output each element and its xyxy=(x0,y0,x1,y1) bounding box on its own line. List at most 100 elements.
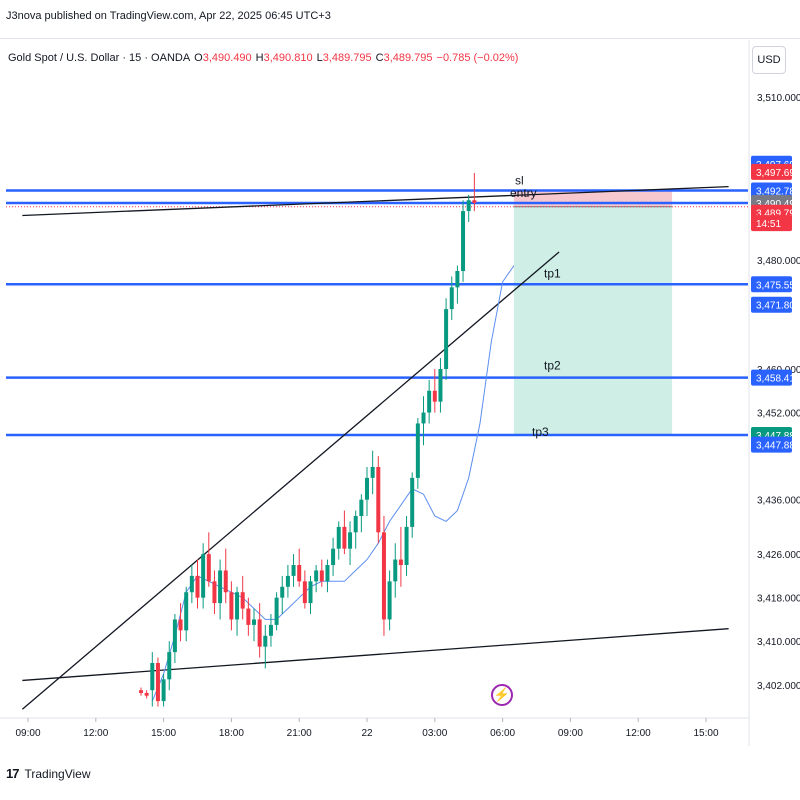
symbol-name[interactable]: Gold Spot / U.S. Dollar · 15 · OANDA xyxy=(8,52,191,64)
x-tick-label: 12:00 xyxy=(83,728,108,739)
candle-body xyxy=(387,581,392,620)
candle-body xyxy=(161,679,166,702)
candle-body xyxy=(359,499,364,516)
candle-body xyxy=(252,619,256,625)
price-tag-label: 3,447.880 xyxy=(756,441,800,452)
candle-body xyxy=(438,369,443,402)
candle-body xyxy=(331,548,336,565)
candle-body xyxy=(336,526,341,549)
trendline-2[interactable] xyxy=(21,251,560,710)
candle-body xyxy=(308,581,313,604)
x-tick-label: 22 xyxy=(361,728,373,739)
open-value: 3,490.490 xyxy=(202,52,252,64)
level-label-tp3: tp3 xyxy=(532,425,549,439)
candle-body xyxy=(291,565,296,576)
x-tick-label: 15:00 xyxy=(693,728,718,739)
x-tick-label: 09:00 xyxy=(15,728,40,739)
candle-body xyxy=(449,287,454,310)
candle-body xyxy=(415,423,420,478)
candle-body xyxy=(195,575,200,598)
candle-body xyxy=(370,467,375,478)
currency-button[interactable]: USD xyxy=(752,46,786,74)
y-tick-label: 3,480.000 xyxy=(757,256,800,267)
candle-body xyxy=(342,526,347,549)
candle-body xyxy=(376,467,381,533)
level-label-tp2: tp2 xyxy=(544,359,561,373)
moving-average-line xyxy=(151,265,515,702)
low-label: L xyxy=(316,52,323,64)
level-label-entry: entry xyxy=(510,186,537,200)
candle-body xyxy=(404,526,409,565)
candle-body xyxy=(155,663,160,702)
x-tick-label: 18:00 xyxy=(219,728,244,739)
candle-body xyxy=(472,200,477,203)
candle-body xyxy=(212,581,217,604)
candle-body xyxy=(325,565,330,582)
candle-body xyxy=(410,477,415,527)
footer-branding: 17 TradingView xyxy=(6,766,91,781)
candle-body xyxy=(201,554,206,598)
price-tag xyxy=(751,215,792,232)
candle-body xyxy=(139,690,143,693)
price-tag-label: 3,471.802 xyxy=(756,301,800,312)
candle-body xyxy=(206,554,211,582)
take-profit-zone xyxy=(513,206,673,435)
candle-body xyxy=(393,559,398,582)
candle-body xyxy=(144,692,149,696)
candle-body xyxy=(421,412,426,424)
candle-body xyxy=(246,608,251,625)
candle-body xyxy=(432,390,437,402)
candle-body xyxy=(427,390,432,413)
high-label: H xyxy=(255,52,264,64)
candle-body xyxy=(235,592,240,620)
price-tag-label: 3,475.557 xyxy=(756,280,800,291)
close-label: C xyxy=(375,52,384,64)
price-tag xyxy=(751,369,792,386)
y-tick-label: 3,452.000 xyxy=(757,409,800,420)
candle-body xyxy=(218,570,223,604)
price-tag xyxy=(751,296,792,313)
candle-body xyxy=(150,663,155,691)
y-tick-label: 3,426.000 xyxy=(757,550,800,561)
trendline-1[interactable] xyxy=(22,185,729,217)
candle-body xyxy=(229,592,234,620)
y-tick-label: 3,410.000 xyxy=(757,637,800,648)
candle-body xyxy=(444,309,449,369)
trendline-3[interactable] xyxy=(22,628,729,682)
candle-body xyxy=(268,624,273,636)
y-tick-label: 3,510.000 xyxy=(757,93,800,104)
stop-loss-zone xyxy=(513,190,673,207)
close-value: 3,489.795 xyxy=(383,52,433,64)
price-tag-label: 3,489.795 xyxy=(756,209,800,220)
candle-body xyxy=(353,516,358,533)
price-tag-label: 3,497.698 xyxy=(756,168,800,179)
price-tag xyxy=(751,436,792,453)
chart-frame xyxy=(0,38,800,759)
y-tick-label: 3,402.000 xyxy=(757,681,800,692)
x-tick-label: 12:00 xyxy=(626,728,651,739)
low-value: 3,489.795 xyxy=(322,52,372,64)
price-tag xyxy=(751,163,792,180)
candle-body xyxy=(285,575,290,587)
candle-body xyxy=(319,570,324,582)
candle-body xyxy=(172,619,177,653)
lightning-icon[interactable]: ⚡ xyxy=(491,684,513,706)
level-label-sl: sl xyxy=(515,174,524,188)
candle-body xyxy=(455,271,460,288)
high-value: 3,490.810 xyxy=(263,52,313,64)
candle-body xyxy=(240,592,245,609)
tradingview-logo: 17 xyxy=(6,766,20,781)
change-value: −0.785 (−0.02%) xyxy=(436,52,519,64)
candle-body xyxy=(297,565,302,582)
candle-body xyxy=(302,581,307,604)
candle-body xyxy=(184,592,189,631)
x-tick-label: 03:00 xyxy=(422,728,447,739)
y-tick-label: 3,436.000 xyxy=(757,496,800,507)
price-tag-label: 3,447.880 xyxy=(756,431,800,442)
candle-body xyxy=(167,652,172,680)
candle-body xyxy=(348,532,353,549)
candle-body xyxy=(274,597,279,625)
open-label: O xyxy=(194,52,203,64)
candle-body xyxy=(398,559,403,565)
